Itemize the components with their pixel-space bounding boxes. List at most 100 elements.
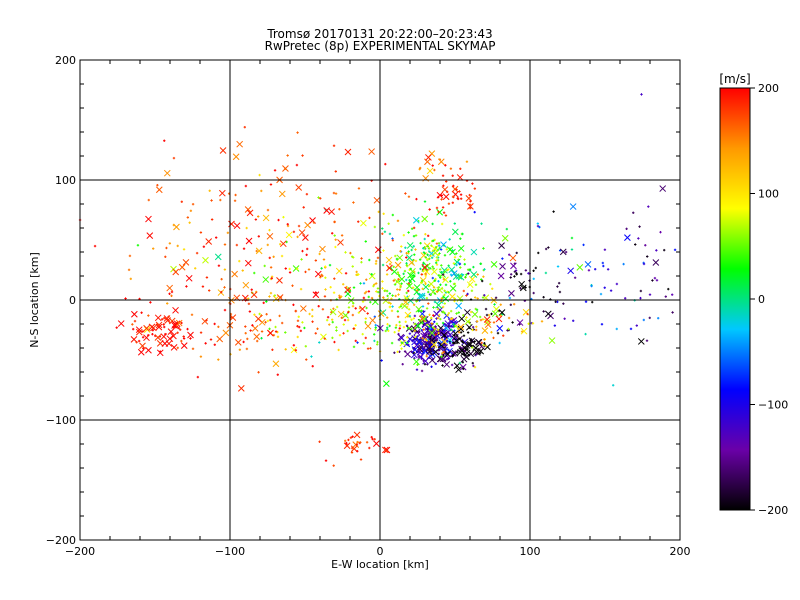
data-point — [390, 309, 394, 313]
data-point — [407, 282, 411, 285]
data-point — [498, 309, 506, 316]
data-point — [638, 225, 641, 228]
data-point — [319, 197, 322, 200]
data-point — [437, 253, 440, 256]
data-point — [269, 318, 272, 322]
data-point — [423, 237, 426, 241]
data-point — [453, 256, 457, 259]
data-point — [520, 327, 528, 335]
data-point — [645, 339, 649, 342]
data-point — [161, 340, 169, 347]
data-point — [444, 350, 451, 358]
data-point — [501, 313, 504, 316]
data-point — [538, 225, 541, 229]
data-point — [484, 307, 488, 311]
data-point — [217, 325, 220, 329]
data-point — [268, 327, 271, 331]
data-point — [273, 169, 277, 172]
data-point — [420, 369, 424, 373]
data-point — [466, 331, 470, 334]
data-point — [355, 273, 358, 277]
data-point — [393, 351, 396, 354]
data-point — [165, 246, 168, 250]
data-point — [646, 255, 649, 258]
data-point — [154, 314, 162, 322]
data-point — [332, 191, 336, 195]
data-point — [364, 322, 372, 330]
data-point — [426, 258, 429, 261]
data-point — [540, 320, 544, 323]
data-point — [333, 220, 336, 224]
data-point — [425, 345, 433, 353]
data-point — [428, 356, 436, 364]
data-point — [438, 246, 441, 250]
data-point — [417, 309, 420, 313]
data-point — [413, 253, 416, 256]
data-point — [314, 270, 322, 278]
data-point — [216, 335, 224, 343]
data-point — [314, 291, 317, 294]
data-point — [298, 325, 301, 329]
data-point — [431, 249, 439, 257]
data-point — [609, 289, 613, 292]
data-point — [456, 174, 464, 181]
data-point — [451, 228, 459, 236]
data-point — [155, 186, 163, 194]
data-point — [437, 280, 440, 283]
data-point — [248, 310, 252, 313]
data-point — [447, 268, 450, 271]
data-point — [427, 302, 430, 305]
data-point — [408, 332, 412, 335]
data-point — [457, 197, 460, 201]
data-point — [629, 327, 633, 331]
data-point — [412, 216, 420, 224]
data-point — [272, 295, 280, 303]
data-point — [431, 268, 438, 276]
data-point — [443, 348, 447, 352]
data-point — [440, 241, 447, 248]
data-point — [449, 309, 453, 313]
data-point — [507, 316, 511, 320]
data-point — [398, 334, 406, 342]
data-point — [667, 287, 670, 291]
data-point — [475, 325, 478, 328]
data-point — [642, 262, 646, 266]
data-point — [426, 253, 429, 256]
data-point — [186, 327, 189, 331]
data-point — [471, 328, 474, 332]
data-point — [314, 332, 317, 335]
data-point — [191, 202, 195, 206]
data-point — [673, 248, 677, 252]
data-point — [195, 251, 199, 255]
data-point — [333, 277, 336, 280]
data-point — [513, 262, 517, 265]
data-point — [278, 190, 286, 198]
data-point — [444, 164, 447, 167]
data-point — [407, 308, 411, 311]
data-point — [423, 242, 431, 249]
data-point — [317, 196, 320, 199]
data-point — [361, 332, 364, 336]
data-point — [567, 267, 575, 275]
data-point — [238, 259, 241, 263]
data-point — [409, 267, 412, 271]
data-point — [392, 265, 395, 269]
data-point — [417, 349, 421, 352]
data-point — [472, 364, 475, 368]
data-point — [527, 322, 530, 325]
data-point — [334, 170, 337, 173]
data-point — [426, 167, 434, 175]
data-point — [345, 441, 348, 445]
data-point — [305, 253, 308, 257]
data-point — [531, 322, 535, 325]
data-point — [299, 287, 303, 291]
data-point — [536, 224, 540, 228]
data-point — [470, 346, 474, 349]
data-point — [415, 368, 419, 371]
data-point — [172, 326, 176, 330]
data-point — [147, 314, 150, 317]
data-point — [569, 203, 577, 210]
data-point — [265, 300, 268, 303]
data-point — [501, 234, 509, 242]
data-point — [304, 270, 307, 274]
